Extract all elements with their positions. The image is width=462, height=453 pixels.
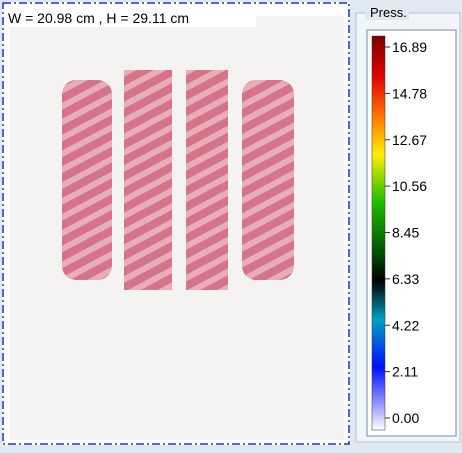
legend-label: 0.00 [392, 410, 419, 426]
legend-label: 16.89 [392, 39, 427, 55]
dimension-label: W = 20.98 cm , H = 29.11 cm [8, 10, 189, 26]
legend-label: 14.78 [392, 85, 427, 101]
page: W = 20.98 cm , H = 29.11 cm Press. 16.89… [0, 0, 462, 448]
legend-label: 10.56 [392, 178, 427, 194]
legend-title: Press. [370, 5, 407, 20]
window: W = 20.98 cm , H = 29.11 cm Press. 16.89… [0, 0, 462, 448]
legend-label: 2.11 [392, 364, 418, 380]
legend-label: 8.45 [392, 225, 419, 241]
color-bar [372, 36, 385, 430]
legend-label: 4.22 [392, 317, 419, 333]
legend-label: 12.67 [392, 132, 427, 148]
legend-label: 6.33 [392, 271, 419, 287]
